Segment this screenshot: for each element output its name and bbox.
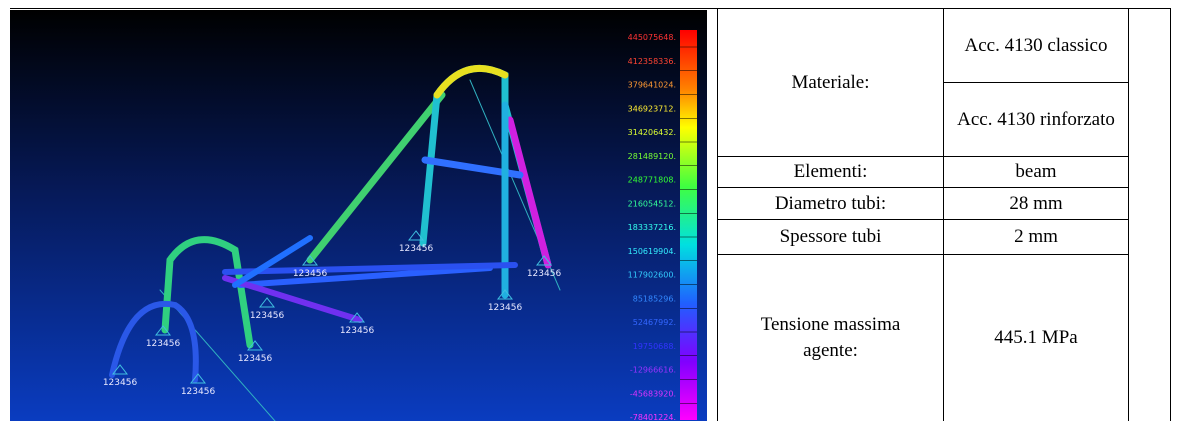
legend-label: -78401224. <box>630 413 676 421</box>
material-label: Materiale: <box>718 9 943 156</box>
legend-label: 412358336. <box>628 57 676 66</box>
color-scale <box>680 30 697 420</box>
legend-label: 52467992. <box>633 318 676 327</box>
legend-label: -12966616. <box>630 366 676 375</box>
legend-label: 314206432. <box>628 128 676 137</box>
border <box>1170 8 1171 421</box>
row-label: Spessore tubi <box>718 220 943 254</box>
legend-label: 281489120. <box>628 152 676 161</box>
node-label: 123456 <box>293 269 328 279</box>
legend-label: 183337216. <box>628 223 676 232</box>
material-value: Acc. 4130 rinforzato <box>944 83 1128 156</box>
legend-label: 19750688. <box>633 342 676 351</box>
node-label: 123456 <box>488 303 523 313</box>
legend-label: 216054512. <box>628 199 676 208</box>
legend-label: 379641024. <box>628 81 676 90</box>
row-value: 2 mm <box>944 220 1128 254</box>
legend-label: 346923712. <box>628 104 676 113</box>
node-label: 123456 <box>399 244 434 254</box>
page: {"fem_view": { "legend_labels": ["445075… <box>0 0 1192 421</box>
row-label: Elementi: <box>718 157 943 187</box>
fem-view: 445075648. 412358336. 379641024. 346923712.… <box>10 10 707 421</box>
legend-label: 248771808. <box>628 176 676 185</box>
node-label: 123456 <box>340 326 375 336</box>
node-label: 123456 <box>250 311 285 321</box>
node-label: 123456 <box>146 339 181 349</box>
legend-label: -45683920. <box>630 389 676 398</box>
row-value: beam <box>944 157 1128 187</box>
node-label: 123456 <box>103 378 138 388</box>
legend-label: 85185296. <box>633 294 676 303</box>
node-label: 123456 <box>181 387 216 397</box>
node-label: 123456 <box>238 354 273 364</box>
row-value: 445.1 MPa <box>944 255 1128 421</box>
row-label: Diametro tubi: <box>718 188 943 219</box>
material-value: Acc. 4130 classico <box>944 9 1128 82</box>
legend-label: 150619904. <box>628 247 676 256</box>
legend-label: 117902600. <box>628 271 676 280</box>
row-value: 28 mm <box>944 188 1128 219</box>
border <box>1128 8 1129 421</box>
row-label: Tensione massima agente: <box>718 255 943 421</box>
node-label: 123456 <box>527 269 562 279</box>
legend-label: 445075648. <box>628 33 676 42</box>
